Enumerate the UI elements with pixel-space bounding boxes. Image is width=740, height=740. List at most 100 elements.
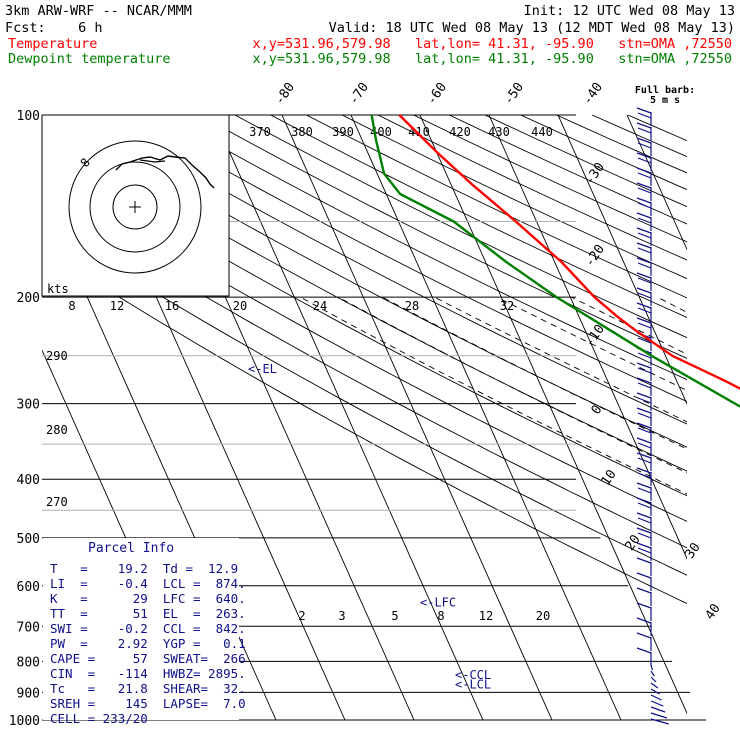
dewpoint-profile [370,114,740,408]
wind-barb-flag [637,307,652,314]
wind-barb-flag [636,437,652,444]
isotherm-line [696,115,740,720]
wind-barb-flag [636,407,652,414]
mixing-ratio-label: 5 [391,609,398,623]
dry-adiabat [42,173,687,522]
parcel-info-box: Parcel Info T = 19.2 Td = 12.9LI = -0.4 L… [43,538,246,726]
dry-adiabat [306,115,687,299]
pressure-tick-label: 700 [17,620,40,635]
hodograph-speed-label: 28 [405,299,419,313]
moist-adiabat [571,296,687,355]
wind-barb-flag [637,112,652,119]
moist-adiabat [434,296,687,423]
theta-label: 440 [531,125,553,139]
wind-barb-flag [636,227,652,234]
wind-barb-flag [636,212,652,219]
wind-barb-flag [636,647,652,654]
wind-barb-flag [637,412,652,419]
hodograph-speed-label: 16 [165,299,179,313]
parcel-info-row: T = 19.2 Td = 12.9 [50,561,238,576]
wind-barb-flag [637,337,652,344]
wind-barb-flag [636,482,652,489]
wind-barb-flag [637,202,652,209]
theta-label: 370 [249,125,271,139]
isotherm-label: -50 [501,80,527,108]
wind-barb-flag [637,292,652,299]
moist-adiabat [381,296,687,450]
hodograph-trace [139,159,166,163]
wind-barb-flag [636,452,652,459]
dry-adiabat [556,115,687,174]
wind-barb-flag [636,512,652,519]
isotherm-label: -20 [582,242,608,270]
dry-adiabat [627,115,687,142]
valid-time: Valid: 18 UTC Wed 08 May 13 (12 MDT Wed … [329,20,735,36]
wind-barb-low [650,664,654,671]
theta-left-label: 280 [46,423,68,437]
theta-label: 420 [449,125,471,139]
level-annotation: <-LFC [420,596,456,610]
isotherm-line [281,115,553,720]
wind-barb-flag [637,187,652,194]
dry-adiabat [341,115,687,280]
isotherm-label: 40 [702,601,723,622]
hodograph-speed-label: 20 [233,299,247,313]
wind-barb-flag [637,232,652,239]
wind-barb-flag [636,302,652,309]
wind-barb-flag [636,422,652,429]
hodograph-ring [89,161,181,253]
model-title: 3km ARW-WRF -- NCAR/MMM [5,3,192,19]
moist-adiabat [300,296,687,495]
wind-barbs: Full barb:5 m s [635,85,695,725]
wind-barb-flag [637,322,652,329]
wind-barb-flag [636,272,652,279]
wind-barb-flag [637,442,652,449]
wind-barb-legend: Full barb: [635,85,695,96]
annotations: <-EL <-LFC <-CCL<-LCL [248,362,491,692]
level-annotation: <-EL [248,362,277,376]
isotherm-line [626,115,687,251]
parcel-info-row: TT = 51 EL = 263. [50,606,246,621]
hodograph-ring [68,140,202,274]
pressure-tick-label: 600 [17,580,40,595]
dry-adiabat [42,197,687,549]
isotherm-label: -30 [582,160,608,188]
dry-adiabat [270,115,687,319]
wind-barb-flag [636,362,652,369]
hodograph-unit: kts [47,282,69,296]
dry-adiabat [199,115,687,359]
dry-adiabat [42,127,687,472]
wind-barb-flag [636,317,652,324]
wind-barb-flag [636,527,652,534]
hodograph-trace [115,155,215,189]
theta-left-label: 290 [46,349,68,363]
dry-adiabat [520,115,687,191]
wind-barb-flag [636,572,652,579]
moist-adiabat [337,296,687,474]
wind-barb-low [650,682,659,689]
level-annotation: <-CCL [455,668,491,682]
pressure-tick-label: 1000 [9,714,40,729]
isotherm-line [419,115,687,715]
wind-barb-flag [637,217,652,224]
theta-left-label: 270 [46,495,68,509]
parcel-info-title: Parcel Info [88,541,174,556]
wind-barb-flag [637,367,652,374]
moist-adiabat [657,296,687,313]
wind-barb-flag [637,457,652,464]
wind-barb-low [650,688,660,695]
theta-label: 380 [291,125,313,139]
wind-barb-flag [637,472,652,479]
wind-barb-flag [636,587,652,594]
wind-barb-flag [636,137,652,144]
wind-barb-low [650,712,668,719]
hodograph-speed-label: 24 [313,299,327,313]
dewpoint-location: x,y=531.96,579.98 lat,lon= 41.31, -95.90… [252,51,732,67]
isotherm-label: -40 [580,80,606,108]
hodograph-speed-label: 8 [68,299,75,313]
parcel-info-row: CELL = 233/20 [50,711,148,726]
dry-adiabat [42,222,687,576]
wind-barb-flag [636,122,652,129]
wind-barb-flag [637,352,652,359]
wind-barb-flag [636,107,652,114]
